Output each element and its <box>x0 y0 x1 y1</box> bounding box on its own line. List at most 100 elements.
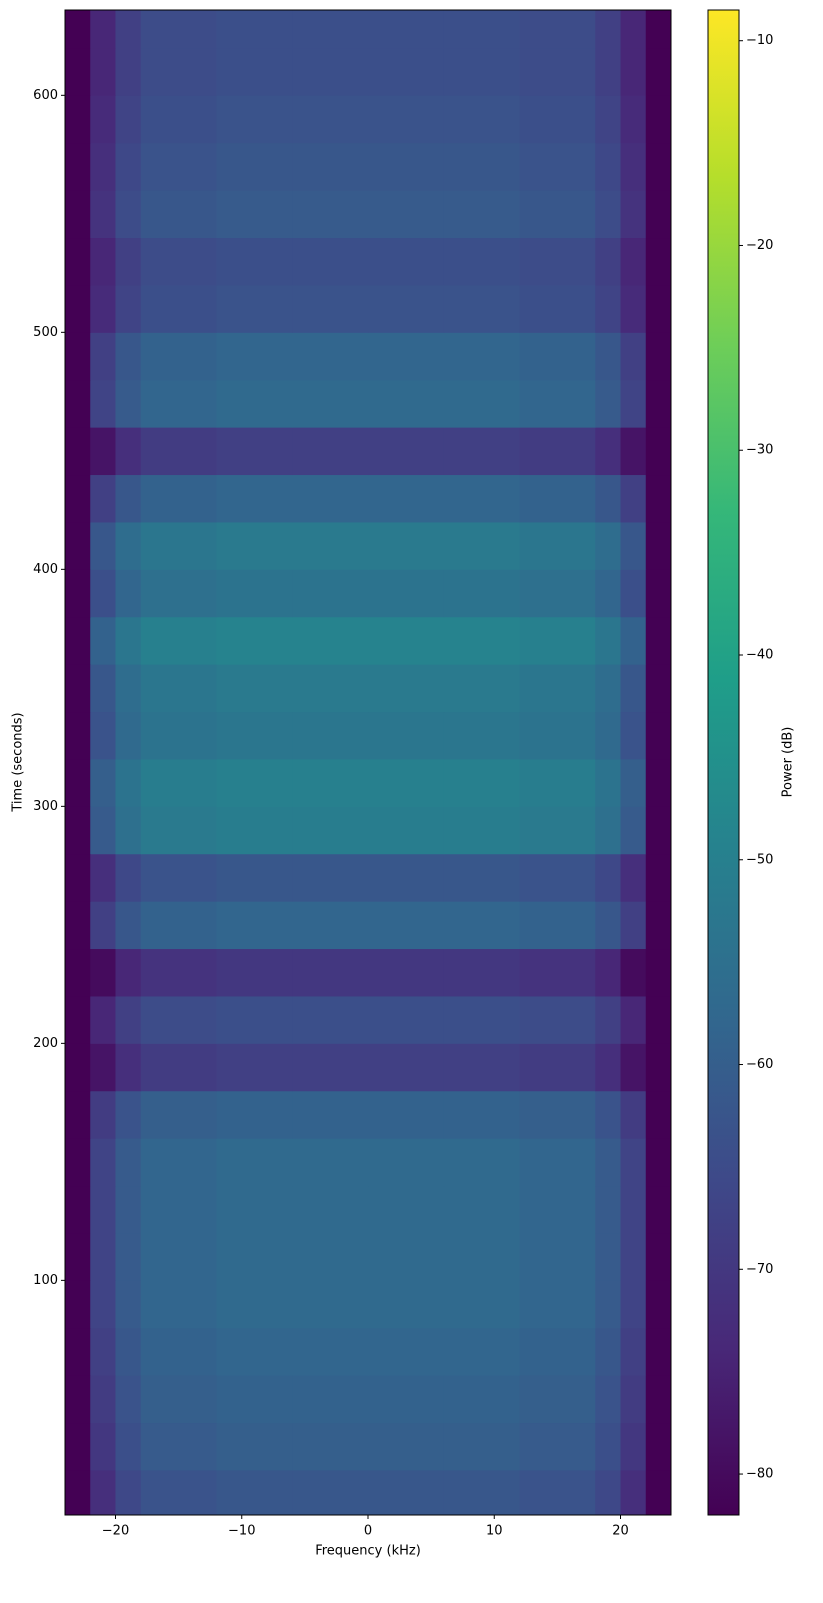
heatmap-cell <box>368 142 445 191</box>
heatmap-cell <box>595 616 621 665</box>
heatmap-cell <box>368 379 445 428</box>
heatmap-cell <box>595 1043 621 1092</box>
heatmap-cell <box>65 995 91 1044</box>
heatmap-cell <box>115 1232 142 1281</box>
heatmap-cell <box>292 95 369 144</box>
heatmap-cell <box>216 1375 293 1424</box>
heatmap-cell <box>595 47 621 96</box>
heatmap-cell <box>620 1043 647 1092</box>
heatmap-cell <box>216 995 293 1044</box>
heatmap-cell <box>443 995 520 1044</box>
heatmap-cell <box>620 10 647 49</box>
heatmap-cell <box>90 1232 116 1281</box>
y-tick-label: 400 <box>33 562 58 577</box>
heatmap-cell <box>443 806 520 855</box>
heatmap-cell <box>65 901 91 950</box>
heatmap-cell <box>292 1090 369 1139</box>
heatmap-cell <box>65 521 91 570</box>
heatmap-cell <box>595 1138 621 1187</box>
heatmap-cell <box>368 474 445 523</box>
heatmap-cell <box>65 1327 91 1376</box>
heatmap-cell <box>443 664 520 713</box>
heatmap-cell <box>519 995 596 1044</box>
heatmap-cell <box>645 1375 671 1424</box>
heatmap-cell <box>368 521 445 570</box>
heatmap-cell <box>140 1327 217 1376</box>
heatmap-cell <box>216 1138 293 1187</box>
y-tick-label: 100 <box>33 1273 58 1288</box>
heatmap-cell <box>65 332 91 381</box>
colorbar-tick-label: −60 <box>746 1057 773 1072</box>
heatmap-cell <box>216 47 293 96</box>
heatmap-cell <box>140 901 217 950</box>
heatmap-cell <box>65 758 91 807</box>
heatmap-cell <box>519 332 596 381</box>
heatmap-cell <box>368 237 445 286</box>
heatmap-cell <box>115 474 142 523</box>
heatmap-cell <box>519 47 596 96</box>
heatmap-cell <box>140 521 217 570</box>
colorbar-tick-label: −50 <box>746 852 773 867</box>
heatmap-cell <box>595 379 621 428</box>
heatmap-cell <box>65 10 91 49</box>
heatmap-cell <box>595 521 621 570</box>
heatmap-cell <box>90 332 116 381</box>
heatmap-cell <box>292 853 369 902</box>
heatmap-cell <box>519 190 596 239</box>
heatmap-cell <box>519 1043 596 1092</box>
heatmap-cell <box>519 901 596 950</box>
heatmap-cell <box>90 427 116 476</box>
heatmap-cell <box>620 521 647 570</box>
colorbar <box>707 9 740 1516</box>
heatmap-cell <box>90 1043 116 1092</box>
heatmap-cell <box>368 948 445 997</box>
heatmap-cell <box>65 95 91 144</box>
heatmap-cell <box>443 379 520 428</box>
heatmap-cell <box>115 1375 142 1424</box>
heatmap-cell <box>216 664 293 713</box>
heatmap-cell <box>140 1375 217 1424</box>
heatmap-cell <box>65 569 91 618</box>
heatmap-cell <box>443 427 520 476</box>
heatmap-cell <box>620 1422 647 1471</box>
heatmap-cell <box>292 1375 369 1424</box>
heatmap-cell <box>115 758 142 807</box>
heatmap-cell <box>645 142 671 191</box>
heatmap-cell <box>115 1043 142 1092</box>
heatmap-cell <box>443 332 520 381</box>
heatmap-cell <box>443 711 520 760</box>
heatmap-cell <box>620 142 647 191</box>
heatmap-cell <box>645 569 671 618</box>
heatmap-cell <box>115 995 142 1044</box>
heatmap-cell <box>292 1327 369 1376</box>
heatmap-cell <box>140 190 217 239</box>
heatmap-cell <box>115 711 142 760</box>
heatmap-cell <box>140 284 217 333</box>
heatmap-cell <box>90 711 116 760</box>
heatmap-cell <box>519 569 596 618</box>
heatmap-cell <box>620 237 647 286</box>
heatmap-cell <box>443 1185 520 1234</box>
heatmap-cell <box>65 47 91 96</box>
heatmap-cell <box>443 853 520 902</box>
heatmap-cell <box>645 237 671 286</box>
heatmap-cell <box>292 427 369 476</box>
heatmap-cell <box>519 95 596 144</box>
heatmap-cell <box>115 190 142 239</box>
heatmap-cell <box>519 1469 596 1515</box>
heatmap-cell <box>216 284 293 333</box>
heatmap-cell <box>292 1043 369 1092</box>
heatmap-cell <box>65 284 91 333</box>
heatmap-cell <box>645 332 671 381</box>
heatmap-cell <box>443 1327 520 1376</box>
heatmap-cell <box>115 901 142 950</box>
heatmap-cell <box>140 1232 217 1281</box>
heatmap-cell <box>115 10 142 49</box>
heatmap-cell <box>443 284 520 333</box>
heatmap-cell <box>140 948 217 997</box>
heatmap-cell <box>90 474 116 523</box>
heatmap-cell <box>115 47 142 96</box>
colorbar-label: Power (dB) <box>781 727 796 798</box>
heatmap-cell <box>443 569 520 618</box>
heatmap-cell <box>620 1185 647 1234</box>
